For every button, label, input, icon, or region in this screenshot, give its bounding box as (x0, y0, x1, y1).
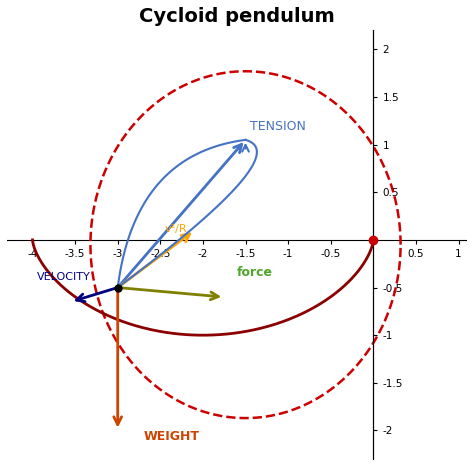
Text: force: force (237, 266, 273, 279)
Text: WEIGHT: WEIGHT (143, 430, 199, 443)
Text: v²/R: v²/R (164, 224, 187, 234)
Title: Cycloid pendulum: Cycloid pendulum (139, 7, 335, 26)
Text: TENSION: TENSION (250, 120, 306, 133)
Text: VELOCITY: VELOCITY (37, 272, 91, 282)
